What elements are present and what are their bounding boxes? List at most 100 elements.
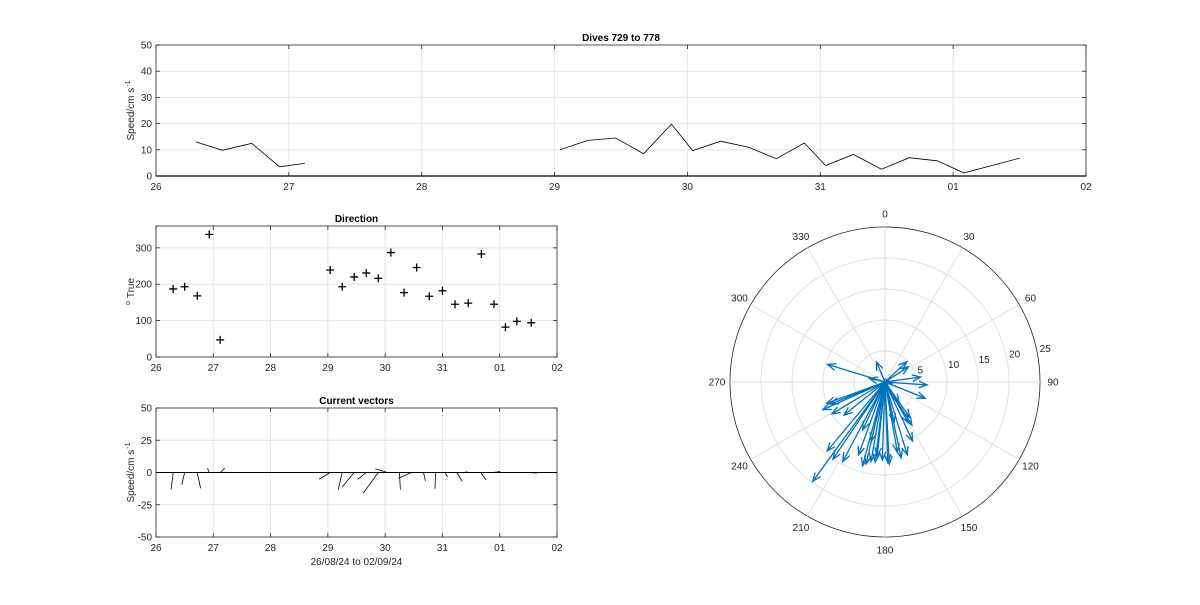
y-label-superscript: o — [125, 301, 132, 305]
x-tick-label: 26 — [150, 543, 162, 554]
current-vector-stick — [434, 472, 436, 489]
x-tick-label: 30 — [380, 543, 392, 554]
current-vector-stick — [444, 472, 449, 477]
y-tick-label: 30 — [141, 93, 153, 104]
current-vector-stick — [375, 468, 388, 473]
y-tick-label: -50 — [138, 533, 153, 544]
direction-point — [169, 284, 178, 293]
y-tick-label: -25 — [138, 500, 153, 511]
direction-point — [464, 299, 473, 308]
polar-radial-label: 15 — [979, 355, 991, 366]
polar-vector — [826, 381, 886, 404]
compass-polar-axes: 5 10 15 20 25 0 30 60 90 120 150 180 210 240 270 300 330 — [709, 210, 1059, 557]
polar-vector — [884, 381, 914, 442]
x-tick-label: 31 — [437, 363, 449, 374]
direction-point — [180, 282, 189, 291]
y-tick-label: 25 — [141, 436, 153, 447]
direction-axes: 26 27 28 29 30 31 01 02 0 100 200 300 Direction o True — [125, 214, 563, 374]
x-tick-label: 02 — [1080, 182, 1092, 193]
polar-vector — [884, 381, 909, 423]
polar-vector-arrowhead — [918, 380, 929, 389]
direction-point — [489, 300, 498, 309]
polar-vector-arrowhead — [860, 456, 869, 468]
polar-radial-label: 20 — [1009, 349, 1021, 360]
polar-vector — [884, 381, 908, 456]
y-axis-label: o True — [125, 278, 137, 306]
x-tick-label: 01 — [494, 363, 506, 374]
current-vector-stick — [341, 472, 355, 488]
direction-point — [527, 318, 536, 327]
y-label-text: True — [126, 278, 137, 299]
y-tick-label: 0 — [146, 172, 152, 183]
x-tick-label: 26 — [150, 182, 162, 193]
polar-vector-arrowhead — [867, 376, 879, 385]
current-vector-stick — [362, 472, 379, 494]
polar-vector — [884, 366, 909, 383]
current-vector-stick — [398, 472, 412, 479]
polar-vector — [826, 381, 886, 452]
polar-vector-arrowhead — [826, 442, 836, 453]
direction-point — [400, 288, 409, 297]
polar-vector-arrowhead — [830, 406, 841, 415]
polar-vector — [881, 381, 886, 461]
y-axis-label: Speed/cm s -1 — [125, 442, 137, 502]
chart-title: Current vectors — [319, 396, 394, 407]
x-tick-label: 29 — [322, 363, 334, 374]
y-label-text: Speed/cm s — [126, 88, 137, 141]
y-axis-label: Speed/cm s -1 — [125, 80, 137, 140]
direction-point — [412, 263, 421, 272]
polar-vector — [812, 381, 886, 482]
polar-vector-arrowhead — [901, 445, 909, 457]
polar-radial-label: 5 — [918, 366, 924, 377]
polar-angle-label: 120 — [1022, 462, 1039, 473]
y-tick-label: 100 — [135, 316, 152, 327]
y-tick-label: 10 — [141, 145, 153, 156]
polar-vector — [831, 381, 886, 415]
polar-vector — [842, 381, 886, 462]
x-tick-label: 02 — [551, 363, 563, 374]
speed-series-line — [195, 141, 305, 168]
speed-series-line — [559, 123, 1020, 174]
polar-vector — [884, 376, 921, 383]
direction-point — [193, 291, 202, 300]
polar-vector-arrowhead — [902, 408, 911, 420]
current-vector-stick — [219, 467, 225, 473]
y-label-superscript: -1 — [125, 442, 132, 448]
polar-angle-label: 240 — [731, 462, 748, 473]
x-tick-label: 29 — [549, 182, 561, 193]
direction-point — [477, 250, 486, 259]
x-tick-label: 27 — [283, 182, 295, 193]
x-tick-label: 31 — [815, 182, 827, 193]
y-tick-label: 50 — [141, 404, 153, 415]
polar-angle-label: 210 — [793, 523, 810, 534]
polar-vector — [884, 381, 899, 453]
polar-vector-arrowhead — [825, 396, 836, 405]
y-tick-label: 300 — [135, 243, 152, 254]
direction-point — [501, 323, 510, 332]
x-tick-label: 31 — [437, 543, 449, 554]
direction-point — [350, 272, 359, 281]
direction-point — [216, 335, 225, 344]
current-vector-stick — [423, 472, 426, 481]
x-tick-label: 28 — [265, 543, 277, 554]
polar-vector-arrowhead — [811, 472, 821, 483]
polar-vector-arrowhead — [825, 363, 837, 371]
polar-vector-arrowhead — [875, 360, 884, 372]
polar-vector — [869, 377, 886, 383]
polar-vector-arrowhead — [900, 413, 910, 424]
current-vector-stick — [318, 472, 331, 480]
x-tick-label: 01 — [494, 543, 506, 554]
polar-angle-label: 150 — [961, 523, 978, 534]
y-tick-label: 0 — [146, 468, 152, 479]
polar-vector — [832, 381, 886, 460]
direction-point — [386, 248, 395, 257]
polar-radial-label: 10 — [948, 360, 960, 371]
x-tick-label: 02 — [551, 543, 563, 554]
polar-vector-arrowhead — [868, 452, 877, 464]
polar-vector — [861, 381, 886, 467]
polar-vector-arrowhead — [883, 453, 892, 465]
x-tick-label: 30 — [380, 363, 392, 374]
y-label-text: Speed/cm s — [126, 450, 137, 503]
